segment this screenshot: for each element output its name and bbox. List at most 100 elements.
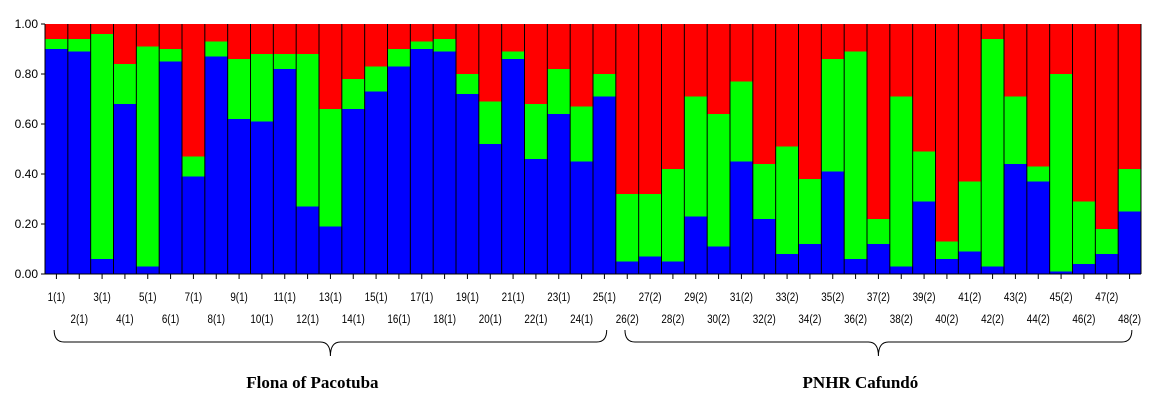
x-tick-label: 28(2): [661, 313, 684, 326]
bar-segment-3: [296, 24, 319, 54]
bar-segment-2: [1026, 166, 1050, 182]
x-tick-label: 21(1): [502, 291, 525, 304]
bar-segment-2: [1118, 169, 1141, 212]
bar-segment-2: [410, 41, 434, 49]
bar-segment-1: [341, 109, 365, 274]
bar-segment-1: [364, 91, 388, 274]
bar-segment-2: [570, 106, 593, 162]
bar-segment-3: [364, 24, 388, 67]
bar-segment-1: [387, 66, 411, 274]
x-tick-label: 4(1): [116, 313, 134, 326]
bar-segment-2: [661, 169, 685, 262]
x-tick-label: 32(2): [753, 313, 776, 326]
y-tick-label: 0.40: [15, 167, 39, 181]
bar-segment-3: [250, 24, 274, 54]
bar-segment-2: [889, 96, 913, 267]
bar-segment-2: [182, 156, 205, 177]
x-tick-label: 8(1): [207, 313, 225, 326]
bar-segment-2: [524, 104, 548, 159]
bar-segment-3: [478, 24, 502, 102]
x-tick-label: 16(1): [387, 313, 410, 326]
bar-segment-1: [456, 94, 479, 274]
bar-segment-3: [684, 24, 708, 97]
bar-segment-2: [364, 66, 388, 92]
bar-segment-2: [273, 54, 297, 69]
bar-segment-2: [958, 181, 982, 252]
bar-segment-2: [387, 49, 411, 67]
bar-segment-1: [684, 216, 708, 274]
bar-segment-1: [958, 251, 982, 274]
bar-segment-2: [478, 101, 502, 144]
bar-segment-1: [410, 49, 434, 274]
bar-segment-1: [45, 49, 68, 274]
y-axis: 0.00 0.20 0.40 0.60 0.80 1.00: [15, 17, 46, 281]
bar-segment-3: [844, 24, 867, 52]
x-axis: 1(1) 2(1) 3(1) 4(1) 5(1) 6(1) 7(1) 8(1) 9(1)10(1…: [45, 273, 1141, 326]
group-bracket: [53, 329, 608, 357]
bar-segment-1: [775, 254, 799, 274]
x-tick-label: 26(2): [616, 313, 639, 326]
x-tick-label: 31(2): [730, 291, 753, 304]
x-tick-label: 23(1): [547, 291, 570, 304]
bar-segment-3: [341, 24, 365, 79]
bar-segment-3: [867, 24, 890, 219]
bar-segment-3: [433, 24, 456, 39]
x-tick-label: 30(2): [707, 313, 730, 326]
x-tick-label: 34(2): [798, 313, 821, 326]
x-tick-label: 2(1): [70, 313, 88, 326]
x-tick-label: 38(2): [890, 313, 913, 326]
bar-segment-1: [798, 244, 822, 274]
bar-segment-2: [1095, 229, 1119, 254]
bar-segment-2: [227, 59, 251, 119]
bar-segment-3: [547, 24, 571, 69]
bar-segment-3: [227, 24, 251, 59]
bar-segment-2: [204, 41, 228, 57]
bar-segment-3: [570, 24, 593, 107]
bar-segment-2: [684, 96, 708, 217]
bar-segment-3: [136, 24, 160, 47]
bar-segment-1: [273, 69, 297, 274]
y-tick-label: 0.20: [15, 217, 39, 231]
bar-segment-1: [113, 104, 137, 274]
bar-segment-2: [752, 164, 776, 219]
bar-segment-1: [182, 176, 205, 274]
bar-segment-3: [912, 24, 936, 152]
bar-segment-2: [456, 74, 479, 94]
bar-segment-1: [478, 144, 502, 274]
bar-segment-1: [1049, 271, 1073, 274]
bar-segment-1: [935, 259, 959, 274]
bar-segment-2: [1004, 96, 1027, 164]
bar-segment-3: [638, 24, 662, 194]
x-tick-label: 29(2): [684, 291, 707, 304]
bar-segment-2: [1049, 74, 1073, 272]
bar-segment-2: [867, 219, 890, 244]
bar-segment-2: [1072, 201, 1096, 264]
bar-segment-1: [204, 56, 228, 274]
bar-segment-3: [182, 24, 205, 157]
x-tick-label: 5(1): [139, 291, 157, 304]
bars-group: [44, 24, 1142, 274]
bar-segment-3: [1004, 24, 1027, 97]
x-tick-label: 35(2): [821, 291, 844, 304]
bar-segment-3: [456, 24, 479, 74]
bar-segment-2: [821, 59, 845, 172]
bar-segment-3: [752, 24, 776, 164]
bar-segment-2: [547, 69, 571, 114]
bar-segment-1: [1072, 264, 1096, 274]
x-tick-label: 43(2): [1004, 291, 1027, 304]
bar-segment-2: [250, 54, 274, 122]
x-tick-label: 25(1): [593, 291, 616, 304]
y-tick-label: 0.00: [15, 267, 39, 281]
bar-segment-3: [889, 24, 913, 97]
bar-segment-2: [844, 51, 867, 259]
bar-segment-2: [593, 74, 616, 97]
bar-segment-2: [638, 194, 662, 257]
bar-segment-1: [570, 161, 593, 274]
group-label: PNHR Cafundó: [803, 373, 919, 392]
x-tick-label: 15(1): [365, 291, 388, 304]
x-tick-label: 48(2): [1118, 313, 1141, 326]
bar-segment-1: [227, 119, 251, 274]
bar-segment-3: [661, 24, 685, 169]
bar-segment-2: [501, 51, 525, 59]
